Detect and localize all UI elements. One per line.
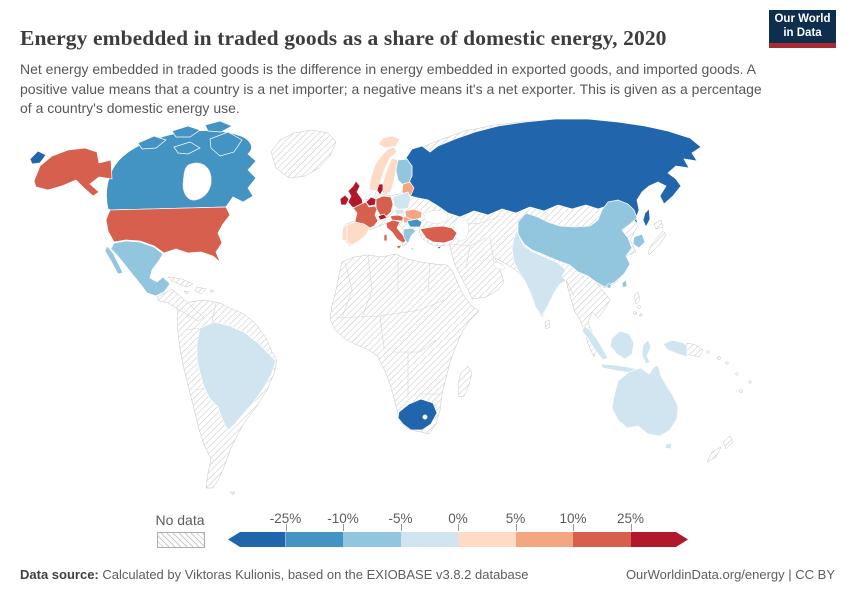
legend-bin-1[interactable]	[285, 532, 343, 547]
country-india[interactable]	[511, 228, 567, 317]
country-russia-sakhalin[interactable]	[642, 208, 651, 228]
country-taiwan[interactable]	[621, 279, 628, 289]
legend-tick-label: 5%	[505, 511, 526, 526]
country-canada-arctic-islands[interactable]	[137, 120, 243, 157]
legend-bin-0[interactable]	[228, 532, 286, 547]
legend-tick-mark	[343, 524, 344, 531]
legend-tick-label: 10%	[559, 511, 587, 526]
country-turkey[interactable]	[419, 225, 458, 244]
page-title: Energy embedded in traded goods as a sha…	[20, 26, 667, 51]
persian-gulf	[493, 261, 505, 271]
world-choropleth-map	[29, 118, 752, 496]
region-sri-lanka[interactable]	[544, 319, 551, 330]
legend-bin-4[interactable]	[458, 532, 516, 547]
data-source-text: Calculated by Viktoras Kulionis, based o…	[98, 567, 529, 582]
country-australia[interactable]	[611, 364, 679, 437]
country-russia-chukotka[interactable]	[29, 150, 47, 165]
region-hispaniola[interactable]	[194, 286, 207, 295]
region-central-america[interactable]	[156, 288, 205, 322]
region-puerto-rico[interactable]	[209, 289, 215, 294]
country-mexico[interactable]	[104, 240, 171, 297]
lesotho-enclave	[422, 414, 428, 420]
country-united-states[interactable]	[105, 206, 231, 263]
region-cuba[interactable]	[167, 276, 194, 288]
region-madagascar[interactable]	[457, 365, 473, 398]
region-new-zealand[interactable]	[706, 435, 734, 463]
footer-credit-link[interactable]: OurWorldinData.org/energy | CC BY	[625, 567, 835, 582]
region-pacific-islands[interactable]	[706, 350, 752, 393]
logo-line-1: Our World	[774, 13, 831, 26]
country-ireland[interactable]	[339, 194, 350, 206]
data-source-label: Data source:	[20, 567, 99, 582]
legend-tick-mark	[573, 524, 574, 531]
legend-tick-label: -5%	[388, 511, 413, 526]
country-bulgaria[interactable]	[406, 218, 423, 228]
country-hainan[interactable]	[606, 283, 612, 289]
region-falklands[interactable]	[229, 491, 236, 496]
country-alaska[interactable]	[33, 147, 113, 197]
country-greece[interactable]	[402, 227, 417, 251]
legend-tick-mark	[515, 524, 517, 531]
legend-no-data-label: No data	[155, 512, 205, 528]
legend-bin-2[interactable]	[343, 532, 401, 547]
country-romania[interactable]	[404, 208, 423, 221]
footer-data-source: Data source: Calculated by Viktoras Kuli…	[20, 567, 529, 582]
country-russia[interactable]	[405, 118, 702, 226]
owid-logo[interactable]: Our World in Data	[769, 10, 836, 48]
legend-tick-mark	[458, 524, 459, 531]
legend-bar	[228, 532, 688, 547]
country-indonesia-malaysia[interactable]	[581, 325, 688, 374]
region-africa-no-data[interactable]	[329, 253, 480, 435]
region-greenland[interactable]	[270, 129, 337, 179]
country-spain[interactable]	[343, 221, 371, 246]
legend-bin-6[interactable]	[573, 532, 631, 547]
hudson-bay	[182, 162, 212, 201]
country-cyprus[interactable]	[436, 245, 444, 250]
country-brazil[interactable]	[196, 321, 277, 431]
country-portugal[interactable]	[341, 225, 348, 242]
legend-bin-3[interactable]	[400, 532, 458, 547]
country-denmark[interactable]	[376, 183, 384, 196]
region-papua-new-guinea[interactable]	[686, 342, 704, 358]
legend-bin-5[interactable]	[515, 532, 573, 547]
region-philippines[interactable]	[633, 291, 643, 317]
country-south-africa[interactable]	[397, 398, 438, 431]
legend-no-data-swatch[interactable]	[157, 532, 205, 548]
country-iceland[interactable]	[377, 135, 401, 149]
country-finland[interactable]	[395, 158, 413, 186]
legend-bin-7[interactable]	[631, 532, 689, 547]
caspian-sea	[453, 216, 469, 242]
legend-tick-label: -10%	[327, 511, 359, 526]
country-switzerland[interactable]	[377, 213, 388, 221]
legend-tick-mark	[400, 524, 402, 531]
region-jamaica[interactable]	[183, 290, 190, 295]
logo-line-2: in Data	[783, 26, 822, 39]
country-poland[interactable]	[392, 191, 412, 211]
legend-tick-label: 25%	[616, 511, 645, 526]
country-tasmania[interactable]	[664, 442, 673, 450]
region-japan[interactable]	[647, 219, 667, 256]
country-belgium-netherlands[interactable]	[365, 196, 377, 207]
legend-tick-label: -25%	[269, 511, 302, 526]
country-south-korea[interactable]	[632, 233, 646, 249]
legend-tick-mark	[630, 524, 632, 531]
country-germany[interactable]	[375, 195, 394, 217]
country-china[interactable]	[517, 199, 638, 288]
legend-tick-mark	[285, 524, 287, 531]
black-sea	[423, 210, 449, 224]
legend-tick-label: 0%	[448, 511, 468, 526]
aral-sea	[474, 218, 482, 224]
chart-subtitle: Net energy embedded in traded goods is t…	[20, 61, 762, 117]
